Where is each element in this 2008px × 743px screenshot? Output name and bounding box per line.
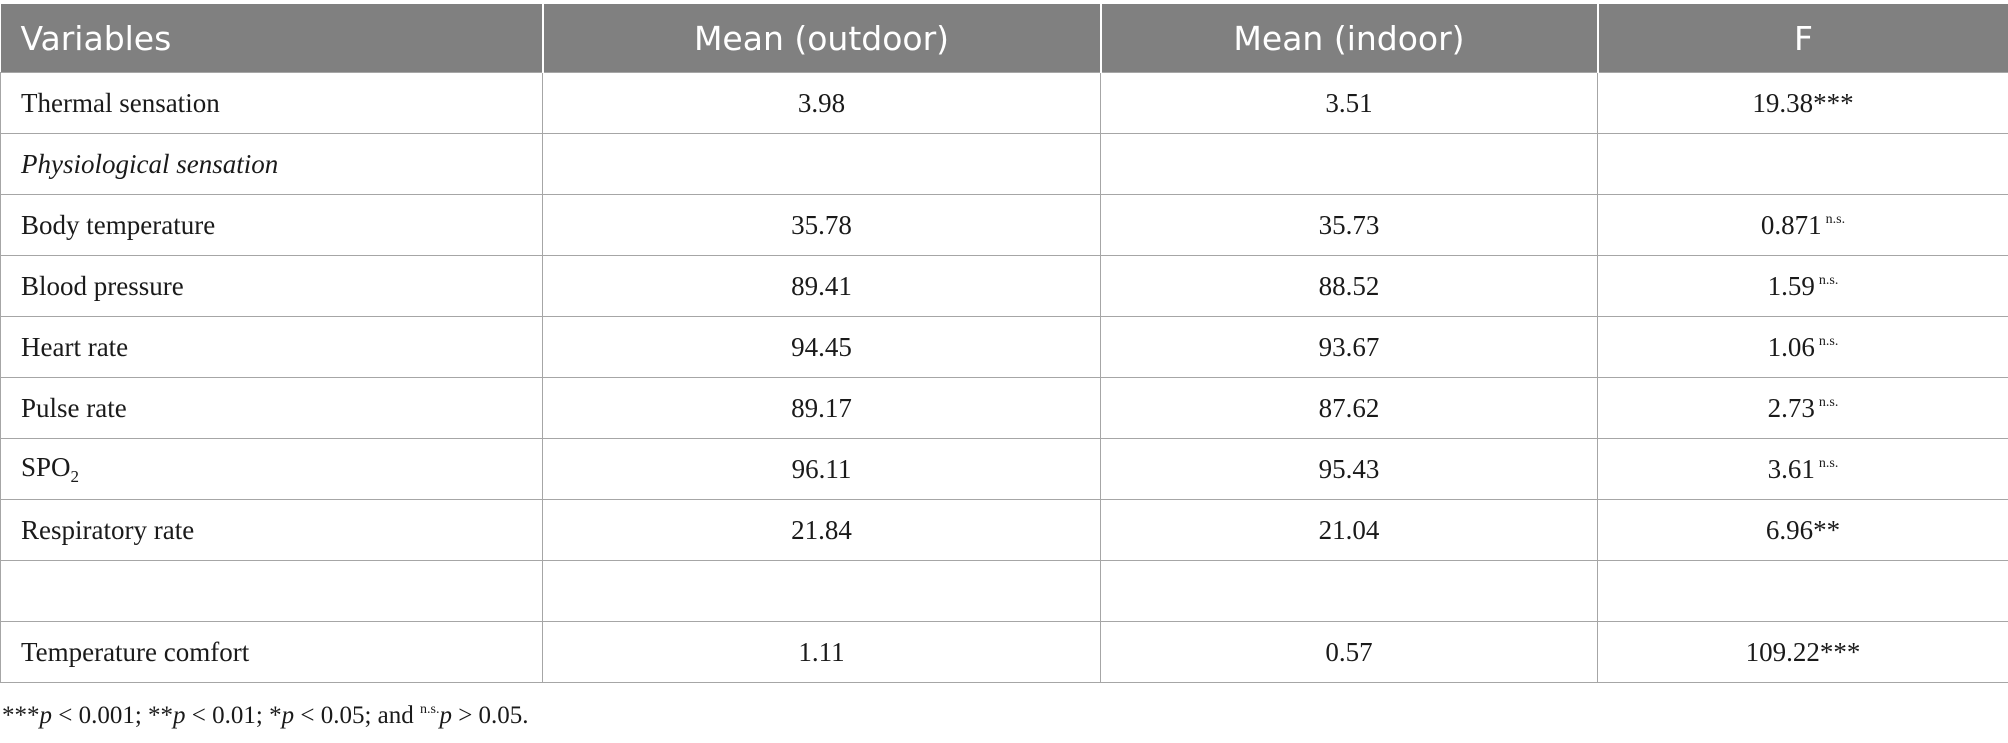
- table-row: Pulse rate 89.17 87.62 2.73 n.s.: [0, 377, 2008, 439]
- footnote-text: > 0.05.: [451, 702, 529, 729]
- header-variables: Variables: [0, 4, 544, 73]
- mean-outdoor-cell: 35.78: [542, 194, 1101, 256]
- f-cell: 1.06 n.s.: [1597, 316, 2008, 378]
- row-label: Body temperature: [0, 194, 543, 256]
- mean-indoor-cell: [1100, 560, 1598, 622]
- footnote-p: p: [281, 702, 295, 729]
- f-cell: 1.59 n.s.: [1597, 255, 2008, 317]
- significance-mark: n.s.: [1818, 455, 1839, 471]
- mean-indoor-cell: 0.57: [1100, 621, 1598, 683]
- f-value: 109.22***: [1745, 636, 1861, 667]
- significance-mark: n.s.: [1818, 333, 1839, 349]
- table-row: Heart rate 94.45 93.67 1.06 n.s.: [0, 316, 2008, 378]
- footnote-text: < 0.001; **: [52, 702, 174, 729]
- mean-outdoor-cell: 1.11: [542, 621, 1101, 683]
- table-footnote: ***p < 0.001; **p < 0.01; *p < 0.05; and…: [2, 702, 529, 730]
- f-value: 3.61: [1767, 453, 1815, 484]
- significance-mark: n.s.: [1818, 272, 1839, 288]
- mean-outdoor-cell: 21.84: [542, 499, 1101, 561]
- table-row: Body temperature 35.78 35.73 0.871 n.s.: [0, 194, 2008, 256]
- header-mean-indoor: Mean (indoor): [1100, 4, 1599, 73]
- footnote-ns-mark: n.s.: [420, 702, 440, 717]
- row-label-subscript: 2: [70, 466, 80, 486]
- f-cell: [1597, 560, 2008, 622]
- row-label: SPO2: [0, 438, 543, 500]
- significance-mark: n.s.: [1818, 394, 1839, 410]
- row-label: [0, 560, 543, 622]
- mean-outdoor-cell: [542, 560, 1101, 622]
- table-row: Respiratory rate 21.84 21.04 6.96**: [0, 499, 2008, 561]
- f-cell: 19.38***: [1597, 72, 2008, 134]
- table-row: Temperature comfort 1.11 0.57 109.22***: [0, 621, 2008, 683]
- mean-outdoor-cell: 89.17: [542, 377, 1101, 439]
- footnote-p: p: [39, 702, 53, 729]
- header-row: Variables Mean (outdoor) Mean (indoor) F: [0, 4, 2008, 73]
- significance-mark: n.s.: [1825, 211, 1846, 227]
- f-cell: 3.61 n.s.: [1597, 438, 2008, 500]
- mean-indoor-cell: 3.51: [1100, 72, 1598, 134]
- row-label: Temperature comfort: [0, 621, 543, 683]
- mean-outdoor-cell: 89.41: [542, 255, 1101, 317]
- mean-outdoor-cell: 96.11: [542, 438, 1101, 500]
- f-cell: [1597, 133, 2008, 195]
- table-row: [0, 560, 2008, 622]
- table-row: Thermal sensation 3.98 3.51 19.38***: [0, 72, 2008, 134]
- mean-indoor-cell: [1100, 133, 1598, 195]
- header-f: F: [1597, 4, 2008, 73]
- footnote-text: < 0.05; and: [294, 702, 420, 729]
- table-row: Blood pressure 89.41 88.52 1.59 n.s.: [0, 255, 2008, 317]
- row-label: Blood pressure: [0, 255, 543, 317]
- mean-indoor-cell: 21.04: [1100, 499, 1598, 561]
- header-mean-outdoor: Mean (outdoor): [542, 4, 1102, 73]
- mean-outdoor-cell: 94.45: [542, 316, 1101, 378]
- f-cell: 6.96**: [1597, 499, 2008, 561]
- mean-indoor-cell: 88.52: [1100, 255, 1598, 317]
- f-value: 19.38***: [1752, 87, 1854, 118]
- mean-outdoor-cell: 3.98: [542, 72, 1101, 134]
- f-value: 6.96**: [1765, 514, 1841, 545]
- f-value: 1.59: [1767, 270, 1815, 301]
- footnote-p: p: [439, 702, 452, 729]
- f-cell: 2.73 n.s.: [1597, 377, 2008, 439]
- row-label: Pulse rate: [0, 377, 543, 439]
- row-label: Thermal sensation: [0, 72, 543, 134]
- mean-indoor-cell: 35.73: [1100, 194, 1598, 256]
- mean-indoor-cell: 95.43: [1100, 438, 1598, 500]
- table-container: Variables Mean (outdoor) Mean (indoor) F…: [0, 4, 2008, 683]
- mean-outdoor-cell: [542, 133, 1101, 195]
- footnote-p: p: [173, 702, 186, 729]
- f-value: 2.73: [1767, 392, 1815, 423]
- section-label: Physiological sensation: [0, 133, 543, 195]
- table-row: Physiological sensation: [0, 133, 2008, 195]
- table-row: SPO2 96.11 95.43 3.61 n.s.: [0, 438, 2008, 500]
- row-label: Heart rate: [0, 316, 543, 378]
- row-label: Respiratory rate: [0, 499, 543, 561]
- f-value: 0.871: [1760, 209, 1822, 240]
- mean-indoor-cell: 93.67: [1100, 316, 1598, 378]
- f-value: 1.06: [1767, 331, 1815, 362]
- f-cell: 109.22***: [1597, 621, 2008, 683]
- results-table: Variables Mean (outdoor) Mean (indoor) F…: [0, 4, 2008, 683]
- footnote-text: < 0.01; *: [185, 702, 282, 729]
- row-label-text: SPO: [21, 451, 71, 482]
- f-cell: 0.871 n.s.: [1597, 194, 2008, 256]
- footnote-text: ***: [2, 702, 40, 729]
- mean-indoor-cell: 87.62: [1100, 377, 1598, 439]
